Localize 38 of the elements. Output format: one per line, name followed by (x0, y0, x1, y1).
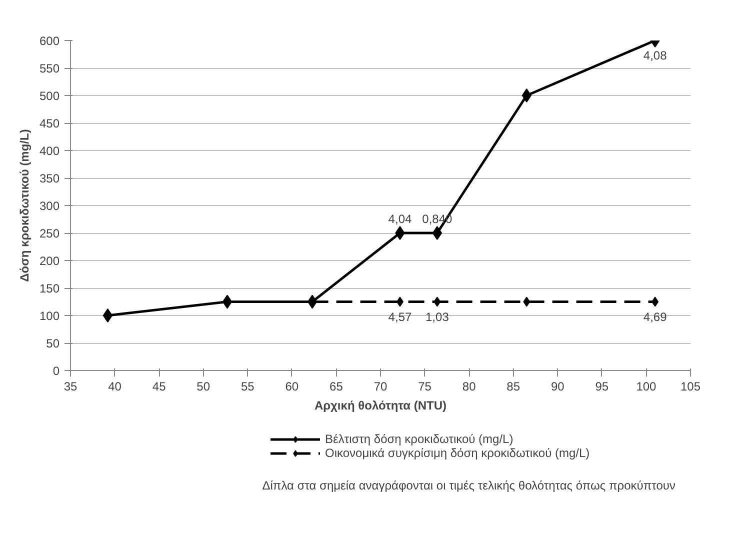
y-tick-label: 300 (39, 199, 60, 213)
y-tick-label: 50 (46, 336, 60, 350)
x-tick-label: 55 (240, 380, 255, 394)
y-tick-label: 0 (52, 364, 60, 378)
x-tick-label: 40 (108, 380, 122, 394)
x-tick-label: 100 (636, 380, 657, 394)
y-tick-label: 400 (39, 144, 60, 158)
x-tick-label: 80 (462, 380, 476, 394)
legend-label: Οικονομικά συγκρίσιμη δόση κροκιδωτικού (mg/L) (325, 446, 590, 460)
x-tick-label: 75 (418, 380, 432, 394)
y-axis-title: Δόση κροκιδωτικού (mg/L) (17, 129, 32, 282)
y-tick-label: 250 (39, 226, 60, 240)
annotation: 4,57 (388, 310, 412, 324)
y-tick-label: 600 (39, 34, 60, 48)
x-tick-label: 50 (196, 380, 210, 394)
y-tick-label: 500 (39, 89, 60, 103)
x-tick-label: 60 (285, 380, 299, 394)
y-tick-label: 150 (39, 282, 60, 296)
x-tick-label: 35 (64, 380, 78, 394)
x-tick-label: 45 (152, 380, 166, 394)
x-tick-label: 95 (595, 380, 609, 394)
annotation: 4,08 (643, 48, 668, 62)
x-tick-label: 70 (374, 380, 388, 394)
y-tick-label: 200 (39, 254, 60, 268)
y-tick-label: 550 (39, 62, 60, 76)
x-tick-label: 65 (330, 380, 344, 394)
y-tick-label: 100 (39, 309, 60, 323)
annotation: 4,04 (388, 212, 412, 226)
y-tick-label: 450 (39, 116, 60, 130)
legend-label: Βέλτιστη δόση κροκιδωτικού (mg/L) (325, 432, 514, 446)
x-tick-label: 105 (680, 380, 701, 394)
x-axis-title: Αρχική θολότητα (NTU) (314, 398, 447, 412)
text: Δίπλα στα σημεία αναγράφονται οι τιμές τελικής θολότητας όπως προκύπτουν (262, 478, 676, 492)
x-tick-label: 90 (550, 380, 565, 394)
y-tick-label: 350 (39, 172, 60, 186)
annotation: 1,03 (426, 310, 450, 324)
x-tick-label: 85 (506, 380, 520, 394)
annotation: 4,69 (643, 310, 668, 324)
